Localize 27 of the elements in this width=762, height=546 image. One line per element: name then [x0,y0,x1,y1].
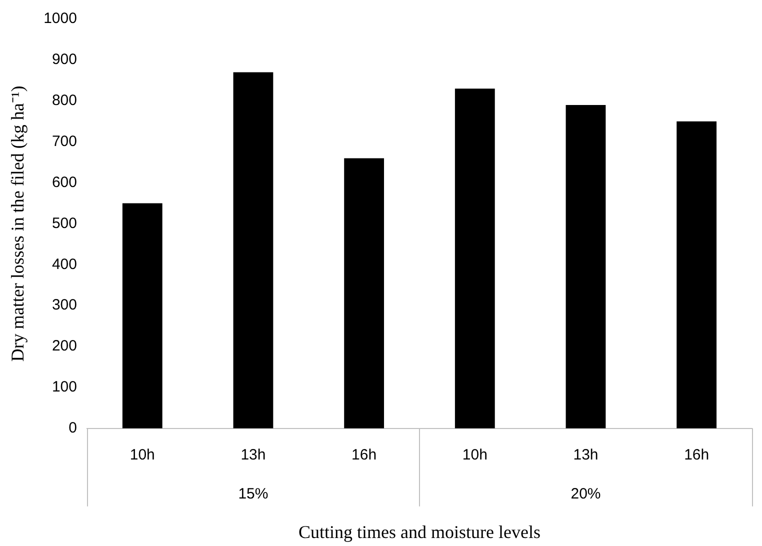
bar [676,121,717,428]
y-tick-label: 100 [52,378,77,396]
x-tick-label: 13h [573,446,598,464]
y-tick-label: 200 [52,338,77,355]
y-tick-label: 0 [68,420,77,437]
bar [566,104,606,428]
y-tick-label: 700 [52,132,77,150]
y-tick-label: 400 [52,256,77,273]
x-tick-label: 16h [352,446,377,464]
bar [233,72,274,428]
y-tick-label: 800 [52,92,77,110]
x-tick-label: 10h [130,446,155,464]
y-axis-title: Dry matter losses in the filed (kg ha⁻¹) [8,86,28,362]
y-tick-label: 1000 [44,10,77,28]
text: 20% [570,486,601,503]
y-tick-label: 600 [52,174,77,191]
bar [344,158,384,428]
x-tick-label: 10h [462,446,488,464]
bar [454,88,495,428]
y-tick-label: 900 [52,51,77,68]
y-tick-label: 500 [52,214,77,232]
x-tick-label: 13h [240,446,266,464]
x-axis-title: Cutting times and moisture levels [298,522,540,542]
y-tick-label: 300 [52,296,77,314]
x-tick-label: 16h [684,446,710,464]
bar [122,203,162,428]
text: 15% [238,486,268,503]
